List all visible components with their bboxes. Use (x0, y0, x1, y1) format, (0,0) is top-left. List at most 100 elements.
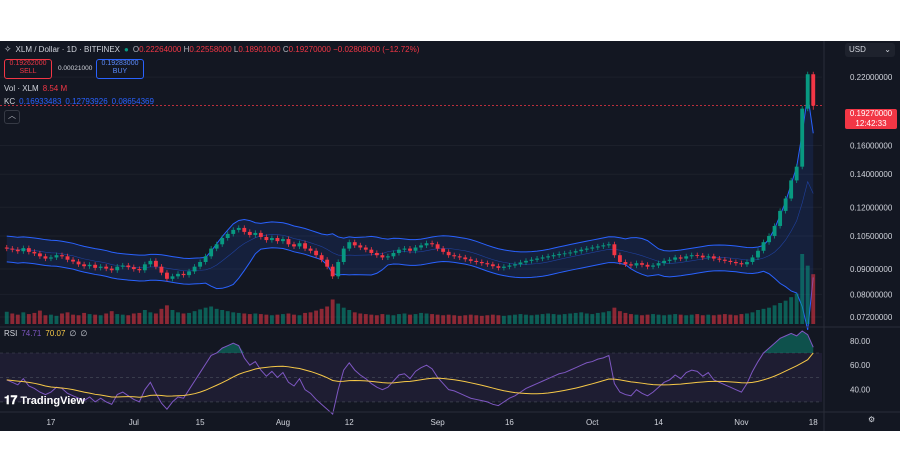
volume-bar (209, 306, 214, 324)
volume-bar (93, 314, 98, 324)
volume-bar (142, 310, 147, 324)
volume-bar (170, 310, 175, 324)
currency-button[interactable]: USD ⌄ (845, 43, 895, 57)
candle-body (728, 260, 733, 263)
ohlc-values: O0.22264000 H0.22558000 L0.18901000 C0.1… (132, 45, 420, 54)
volume-bar (37, 310, 42, 324)
rsi-line (6, 330, 814, 416)
candle-body (772, 225, 777, 236)
time-tick-label: 18 (809, 418, 818, 427)
volume-bar (247, 314, 252, 324)
candle-body (562, 253, 567, 255)
volume-bar (176, 312, 180, 324)
volume-bar (214, 308, 219, 324)
volume-bar (413, 314, 418, 324)
volume-bar (750, 312, 755, 324)
volume-bar (137, 312, 142, 324)
volume-bar (490, 314, 495, 324)
volume-bar (689, 314, 694, 324)
chevron-up-icon[interactable]: ︿ (4, 110, 20, 124)
volume-bar (584, 313, 589, 324)
kc-legend[interactable]: KC 0.16933483 0.12793926 0.08654369 (4, 97, 154, 106)
rsi-panel: 80.00 60.00 40.00 (0, 326, 900, 416)
candle-body (733, 262, 738, 264)
candle-body (142, 264, 147, 271)
candle-body (612, 244, 617, 256)
candle-body (32, 251, 37, 254)
candle-body (60, 255, 64, 257)
candle-body (203, 256, 208, 263)
candle-body (700, 255, 705, 258)
candle-body (783, 198, 788, 211)
volume-bar (673, 314, 678, 324)
volume-bar (507, 315, 512, 324)
volume-bar (380, 314, 385, 324)
volume-bar (308, 312, 313, 324)
volume-bar (225, 311, 230, 324)
time-tick-label: Aug (276, 418, 290, 427)
candle-body (347, 242, 352, 249)
candle-body (479, 262, 484, 264)
candle-body (303, 243, 307, 249)
buy-button[interactable]: 0.19283000 BUY (96, 59, 144, 79)
candle-body (645, 264, 650, 267)
candle-body (573, 251, 578, 253)
volume-bar (269, 315, 274, 324)
candle-body (170, 276, 175, 279)
volume-bar (695, 314, 700, 324)
candle-body (4, 247, 9, 249)
candle-body (131, 267, 136, 270)
volume-bar (21, 312, 26, 324)
candle-body (192, 266, 197, 272)
candle-body (148, 260, 153, 265)
symbol-legend[interactable]: ✧ XLM / Dollar · 1D · BITFINEX ● O0.2226… (4, 44, 419, 55)
volume-bar (10, 313, 15, 324)
volume-bar (811, 274, 816, 324)
candle-body (629, 264, 633, 266)
candle-body (579, 249, 584, 252)
candle-body (789, 180, 794, 199)
candle-body (181, 273, 186, 276)
candle-body (722, 259, 727, 261)
volume-bar (590, 314, 595, 324)
rsi-legend[interactable]: RSI 74.71 70.07 ∅ ∅ (4, 329, 88, 338)
volume-bar (783, 300, 788, 324)
volume-bar (711, 315, 716, 324)
candle-body (15, 249, 20, 252)
candle-body (524, 260, 528, 263)
candle-body (65, 256, 70, 260)
volume-bar (275, 314, 280, 324)
time-tick-label: 17 (46, 418, 55, 427)
candle-body (391, 252, 396, 257)
volume-legend[interactable]: Vol · XLM 8.54 M (4, 84, 68, 93)
volume-bar (71, 314, 75, 324)
sell-button[interactable]: 0.19262000 SELL (4, 59, 52, 79)
candle-body (269, 238, 274, 241)
volume-bar (303, 312, 307, 324)
chart-canvas[interactable]: 80.00 60.00 40.00 0.22000000 0.16000000 0.14… (0, 41, 900, 431)
candle-body (397, 249, 401, 253)
gear-icon[interactable]: ⚙ (868, 415, 876, 424)
volume-bar (358, 313, 363, 324)
volume-bar (32, 312, 37, 324)
candle-body (490, 264, 495, 267)
candle-body (640, 263, 644, 265)
candle-body (778, 210, 783, 226)
volume-bar (761, 308, 766, 324)
volume-bar (772, 305, 777, 324)
volume-bar (98, 315, 103, 324)
volume-bar (557, 314, 562, 324)
volume-bar (601, 312, 606, 324)
tradingview-logo[interactable]: 𝟏𝟕 TradingView (4, 393, 85, 407)
candlesticks (4, 71, 816, 282)
candle-body (546, 256, 551, 258)
candle-body (336, 262, 341, 277)
last-price-tag: 0.19270000 12:42:33 (845, 109, 897, 129)
volume-bar (529, 315, 534, 324)
volume-bar (314, 310, 319, 324)
candle-body (352, 242, 357, 246)
candle-body (634, 263, 639, 266)
candle-body (711, 256, 716, 259)
volume-bar (667, 314, 672, 324)
time-tick-label: 15 (196, 418, 205, 427)
